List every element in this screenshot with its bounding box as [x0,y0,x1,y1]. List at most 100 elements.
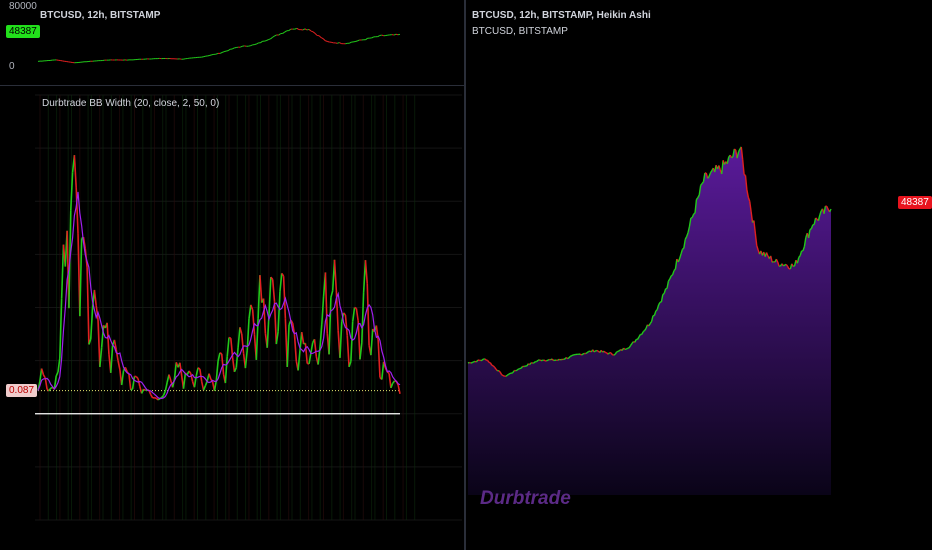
bbw-segment [173,362,178,380]
candle-segment [750,211,754,223]
bbw-segment [357,320,361,360]
price-segment [365,37,368,41]
bbw-segment [99,347,103,368]
bbw-segment [246,318,250,351]
left-chart-canvas[interactable] [0,0,462,550]
candle-segment [777,261,780,267]
bbw-segment [109,345,114,373]
candle-segment [691,213,695,218]
bbw-segment [82,237,87,249]
bbw-segment [231,357,236,372]
bbw-segment [115,349,119,361]
candle-segment [677,258,681,263]
candle-segment [674,259,678,270]
bbw-segment [188,370,192,375]
candle-segment [733,148,737,151]
bbw-segment [55,371,59,377]
candle-segment [828,208,832,213]
bbw-segment [304,343,309,364]
candle-segment [585,352,588,355]
price-pane-title: BTCUSD, 12h, BITSTAMP [40,10,161,21]
price-segment [207,54,211,57]
candle-segment [603,350,606,353]
candle-segment [506,373,510,376]
candle-segment [623,347,626,350]
candle-segment [765,252,769,257]
price-segment [304,28,308,31]
bbw-segment [313,339,318,357]
bbw-segment [388,373,392,388]
bbw-segment [73,155,77,188]
candle-segment [547,358,550,361]
bbw-segment [348,361,352,368]
bbw-segment [319,324,323,349]
bbw-segment [251,309,256,335]
candle-segment [810,224,814,230]
bbw-segment [200,381,205,391]
price-segment [215,52,219,55]
candle-segment [484,358,487,361]
candle-segment [593,350,596,353]
candle-segment [746,189,749,198]
bbw-segment [370,328,374,356]
bbw-segment [392,380,396,384]
right-chart-canvas[interactable] [466,0,932,550]
candle-segment [648,323,651,327]
candle-segment [666,281,670,289]
pane-divider-vertical[interactable] [464,0,466,550]
candle-segment [678,253,682,259]
candle-segment [655,309,658,312]
price-segment [331,41,334,44]
candle-segment [565,356,568,360]
candle-segment [539,359,542,362]
price-segment [302,28,306,31]
price-segment [250,44,253,47]
candle-segment [817,214,821,221]
candle-segment [708,172,712,177]
candle-segment [471,361,474,364]
bbw-segment [228,336,232,339]
candle-segment [786,265,790,270]
candle-segment [498,370,501,373]
bbw-segment [219,352,223,355]
bbw-segment [86,267,90,345]
candle-segment [671,270,675,276]
candle-segment [782,264,786,267]
candle-segment [626,347,629,350]
candle-segment [499,371,503,375]
candle-segment [737,148,741,153]
bbw-segment [286,324,290,367]
bbw-segment [69,172,74,211]
bbw-segment [59,298,63,359]
left-chart-pane[interactable]: BTCUSD, 12h, BITSTAMP 80000 0 48387 Durb… [0,0,462,550]
bbw-segment [42,374,46,379]
bbw-segment [57,357,61,373]
candle-segment [511,371,514,374]
candle-segment [680,249,684,255]
candle-segment [487,360,490,363]
candle-segment [685,232,689,237]
price-segment [349,41,352,44]
right-chart-pane[interactable]: BTCUSD, 12h, BITSTAMP, Heikin Ashi BTCUS… [466,0,932,550]
candle-segment [809,228,812,231]
pane-divider-horizontal[interactable] [0,85,464,86]
candle-segment [693,212,696,215]
bbw-segment [244,350,248,369]
candle-segment [657,301,661,306]
candle-segment [495,368,498,372]
candle-segment [687,226,691,233]
price-segment [357,39,360,42]
candle-segment [749,201,752,212]
candle-segment [720,160,724,175]
price-segment [318,35,322,38]
bbw-segment [93,289,98,306]
candle-segment [481,358,484,361]
bbw-segment [248,304,252,319]
price-segment [339,42,342,45]
bbw-segment [164,382,168,392]
bbw-segment [208,373,212,380]
candle-segment [588,350,591,353]
bbw-segment [359,342,363,360]
candle-segment [551,358,554,361]
bbw-segment [95,305,99,321]
